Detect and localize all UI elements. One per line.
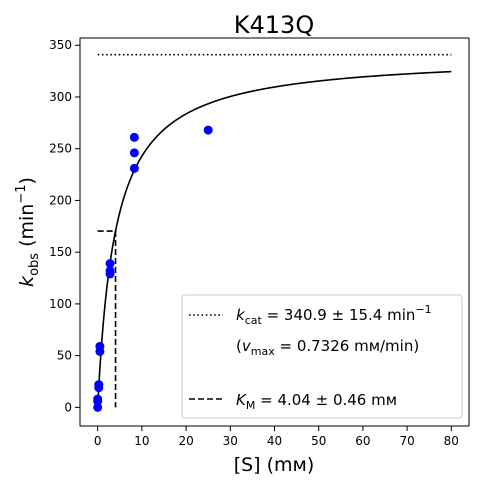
y-tick-label: 150 (49, 245, 72, 259)
legend-kcat-symbol: k (236, 306, 246, 324)
x-tick-label: 60 (355, 434, 370, 448)
legend-vmax-symbol: v (242, 337, 252, 355)
legend-vmax: (vmax = 0.7326 mм/min) (236, 337, 419, 358)
x-tick-label: 0 (94, 434, 102, 448)
x-tick-label: 50 (311, 434, 326, 448)
reference-lines (96, 53, 452, 408)
data-point (95, 341, 105, 351)
data-point (129, 148, 139, 158)
legend-kcat-text: = 340.9 ± 15.4 min (262, 306, 416, 324)
y-axis-label-subscript: obs (27, 253, 42, 276)
y-tick-label: 100 (49, 297, 72, 311)
legend-vmax-subscript: max (251, 345, 275, 358)
legend-vmax-open: ( (236, 337, 242, 355)
y-tick-label: 250 (49, 142, 72, 156)
legend-km-text: = 4.04 ± 0.46 mм (255, 391, 397, 409)
legend-kcat-superscript: −1 (415, 303, 431, 316)
michaelis-menten-fit-curve (96, 70, 452, 408)
x-tick-label: 70 (399, 434, 414, 448)
data-point (105, 259, 115, 269)
y-tick-label: 50 (57, 349, 72, 363)
data-point (93, 402, 103, 412)
data-point (93, 394, 103, 404)
y-axis-label: kobs (min−1) (14, 177, 42, 287)
y-axis-ticks: 0 50 100 150 200 250 300 350 (49, 38, 80, 414)
legend-km: KM = 4.04 ± 0.46 mм (236, 391, 397, 412)
x-tick-label: 40 (267, 434, 282, 448)
y-tick-label: 0 (64, 400, 72, 414)
chart-title: K413Q (234, 11, 314, 39)
legend-box (181, 294, 463, 419)
x-tick-label: 10 (134, 434, 149, 448)
legend-vmax-text: = 0.7326 mм/min) (275, 337, 419, 355)
data-points (93, 125, 213, 412)
legend-kcat: kcat = 340.9 ± 15.4 min−1 (236, 303, 432, 327)
x-tick-label: 80 (444, 434, 459, 448)
data-point (203, 125, 213, 135)
data-point (129, 163, 139, 173)
data-point (105, 266, 115, 276)
data-point (94, 380, 104, 390)
x-tick-label: 20 (178, 434, 193, 448)
x-tick-label: 30 (223, 434, 238, 448)
legend-kcat-subscript: cat (245, 314, 263, 327)
data-point (129, 132, 139, 142)
legend-km-symbol: K (236, 391, 247, 409)
y-axis-label-close: ) (16, 177, 38, 184)
y-axis-label-unit: (min (16, 204, 38, 253)
y-tick-label: 200 (49, 193, 72, 207)
x-axis-ticks: 0 10 20 30 40 50 60 70 80 (94, 426, 459, 448)
y-tick-label: 350 (49, 38, 72, 52)
legend-km-subscript: M (246, 399, 256, 412)
legend: kcat = 340.9 ± 15.4 min−1 (vmax = 0.7326… (181, 294, 463, 419)
y-tick-label: 300 (49, 90, 72, 104)
x-axis-label: [S] (mм) (234, 454, 315, 476)
y-axis-label-symbol: k (16, 275, 38, 287)
y-axis-label-superscript: −1 (14, 184, 29, 203)
